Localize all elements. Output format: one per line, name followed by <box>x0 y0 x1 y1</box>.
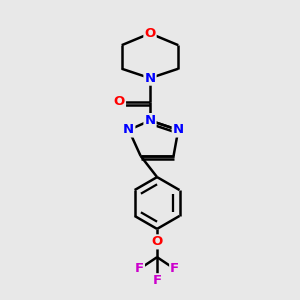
Text: N: N <box>144 114 156 127</box>
Text: O: O <box>114 95 125 108</box>
Text: F: F <box>152 274 162 287</box>
Text: O: O <box>152 236 163 248</box>
Text: O: O <box>144 27 156 40</box>
Text: F: F <box>170 262 179 275</box>
Text: N: N <box>173 124 184 136</box>
Text: N: N <box>123 124 134 136</box>
Text: F: F <box>135 262 144 275</box>
Text: N: N <box>144 72 156 85</box>
